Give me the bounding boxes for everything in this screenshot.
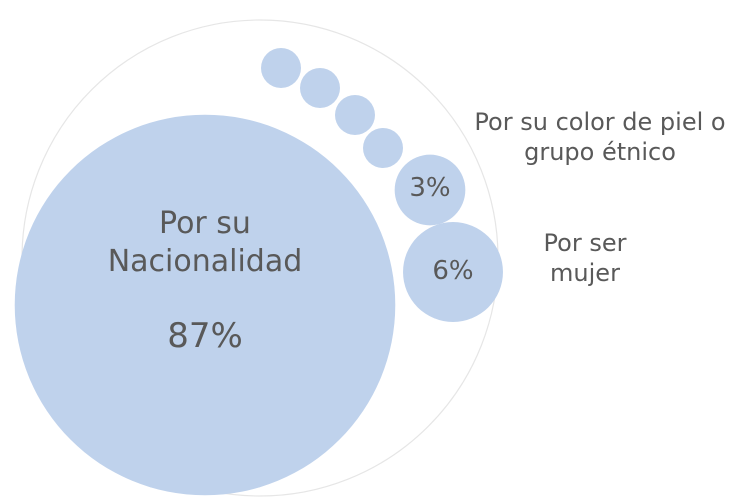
bubble xyxy=(403,222,503,322)
bubble xyxy=(394,154,466,226)
decor-bubble xyxy=(261,48,301,88)
category-label: Por ser mujer xyxy=(543,229,627,287)
bubble xyxy=(14,114,396,496)
category-label: Por su color de piel o grupo étnico xyxy=(474,108,726,166)
value-label: 87% xyxy=(167,316,243,356)
value-label: 6% xyxy=(432,256,474,286)
value-label: 3% xyxy=(409,173,451,203)
category-label: Por su Nacionalidad xyxy=(107,206,303,279)
decor-bubble xyxy=(335,95,375,135)
decor-bubble xyxy=(300,68,340,108)
decor-bubble xyxy=(363,128,403,168)
